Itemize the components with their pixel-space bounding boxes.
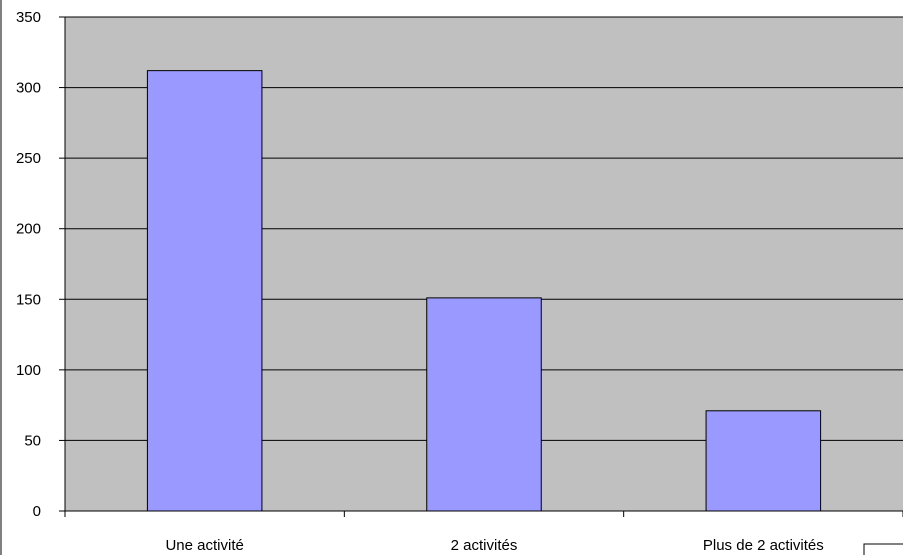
x-tick-label: 2 activités <box>451 537 518 554</box>
x-tick-label: Une activité <box>165 537 243 554</box>
y-tick-label: 50 <box>24 432 41 449</box>
y-tick-label: 300 <box>16 80 41 97</box>
y-tick-label: 150 <box>16 291 41 308</box>
y-tick-label: 350 <box>16 9 41 26</box>
y-tick-label: 250 <box>16 150 41 167</box>
y-tick-label: 200 <box>16 221 41 238</box>
y-tick-label: 0 <box>33 503 41 520</box>
legend-box-corner <box>863 543 903 555</box>
y-tick-label: 100 <box>16 362 41 379</box>
bar <box>705 410 822 512</box>
tick-labels: 0 50 100 150 200 250 300 350 Une activité 2 activ… <box>16 9 824 554</box>
bar <box>146 70 263 512</box>
bar <box>426 297 542 512</box>
x-tick-label: Plus de 2 activités <box>703 537 824 554</box>
